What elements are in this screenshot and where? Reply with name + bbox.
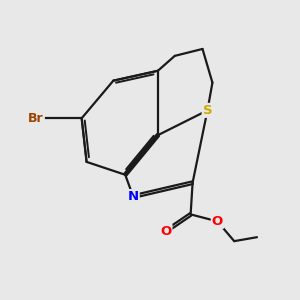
Text: S: S (203, 104, 212, 117)
Text: O: O (160, 225, 172, 238)
Text: O: O (212, 215, 223, 228)
Text: Br: Br (28, 112, 44, 125)
Text: N: N (128, 190, 139, 203)
